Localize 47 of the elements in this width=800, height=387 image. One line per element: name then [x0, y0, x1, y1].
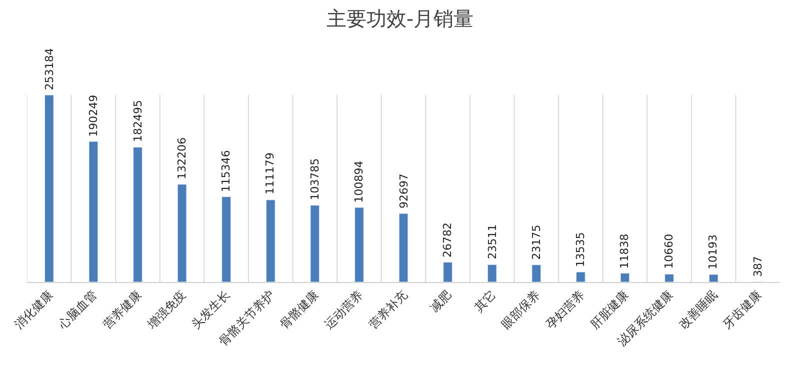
bar: [266, 200, 276, 282]
x-tick-label: 改善睡眠: [676, 288, 720, 332]
bar: [88, 141, 98, 282]
x-tick-label: 其它: [472, 288, 498, 315]
data-label: 92697: [397, 174, 410, 209]
x-tick-label: 心脑血管: [55, 288, 100, 332]
x-tick-label: 运动营养: [322, 288, 366, 332]
x-tick-label: 营养健康: [100, 288, 144, 332]
data-label: 111179: [264, 152, 277, 194]
data-label: 26782: [441, 222, 454, 258]
data-label: 103785: [308, 158, 322, 200]
data-label: 253184: [43, 48, 56, 90]
bar: [177, 184, 187, 282]
data-label: 115346: [220, 150, 233, 192]
data-label: 387: [752, 256, 765, 278]
chart-title: 主要功效-月销量: [326, 6, 474, 31]
data-label: 132206: [176, 137, 189, 180]
data-label: 190249: [86, 94, 100, 137]
data-label: 10193: [706, 234, 720, 270]
data-label: 11838: [618, 234, 632, 269]
bar: [354, 207, 364, 282]
x-tick-label: 消化健康: [12, 288, 56, 332]
bar: [532, 264, 542, 282]
data-label: 100894: [352, 160, 366, 203]
data-label: 13535: [574, 232, 588, 268]
x-tick-label: 增强免疫: [144, 288, 188, 332]
x-tick-label: 骨骼健康: [277, 288, 322, 332]
data-label: 23175: [530, 224, 543, 260]
bar: [664, 274, 674, 282]
bar: [133, 146, 142, 282]
data-label: 182495: [132, 100, 145, 142]
x-tick-label: 牙齿健康: [720, 288, 764, 332]
x-tick-label: 孕妇营养: [543, 288, 588, 332]
bar: [576, 272, 586, 282]
bar: [398, 213, 408, 282]
bar: [44, 95, 54, 282]
x-tick-label: 减肥: [427, 288, 454, 315]
bar: [620, 273, 630, 282]
bar: [443, 262, 452, 282]
x-tick-label: 眼部保养: [498, 288, 543, 332]
data-label: 10660: [662, 234, 676, 269]
data-label: 23511: [486, 224, 499, 260]
bar: [310, 205, 320, 282]
bar: [487, 264, 497, 282]
x-tick-label: 营养补充: [366, 288, 410, 332]
bar: [708, 274, 718, 282]
bar: [222, 196, 231, 282]
